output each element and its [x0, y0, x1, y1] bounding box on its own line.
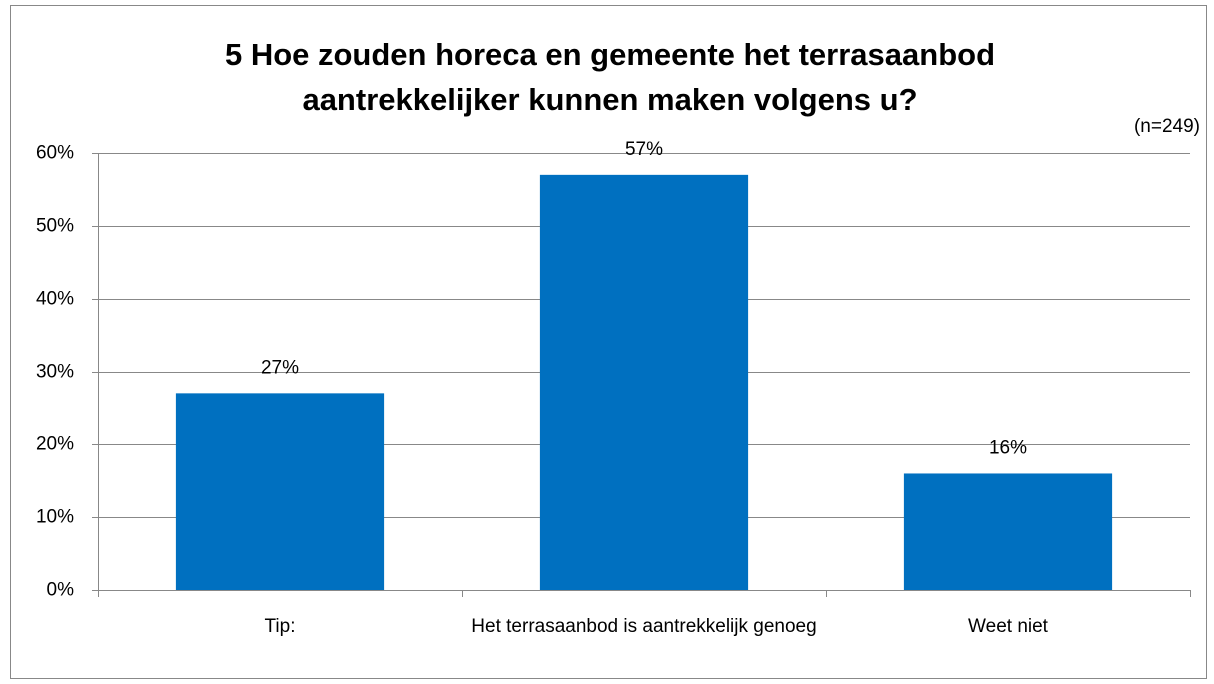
x-tick-label: Het terrasaanbod is aantrekkelijk genoeg: [471, 616, 817, 637]
y-tick-label: 10%: [36, 507, 74, 528]
annotation: (n=249): [1133, 116, 1200, 137]
bar: [903, 473, 1113, 590]
data-label: 57%: [625, 139, 663, 160]
x-tick-label: Tip:: [264, 616, 296, 637]
y-tick-label: 0%: [47, 580, 75, 601]
bar: [175, 393, 385, 590]
x-tick-label: Weet niet: [968, 616, 1048, 637]
bar: [539, 174, 749, 590]
y-tick-label: 60%: [36, 143, 74, 164]
y-tick-label: 50%: [36, 216, 74, 237]
chart-title: 5 Hoe zouden horeca en gemeente het terr…: [224, 37, 996, 117]
y-tick-label: 20%: [36, 434, 74, 455]
data-label: 27%: [261, 357, 299, 378]
y-tick-label: 30%: [36, 362, 74, 383]
data-label: 16%: [989, 437, 1027, 458]
y-tick-label: 40%: [36, 289, 74, 310]
